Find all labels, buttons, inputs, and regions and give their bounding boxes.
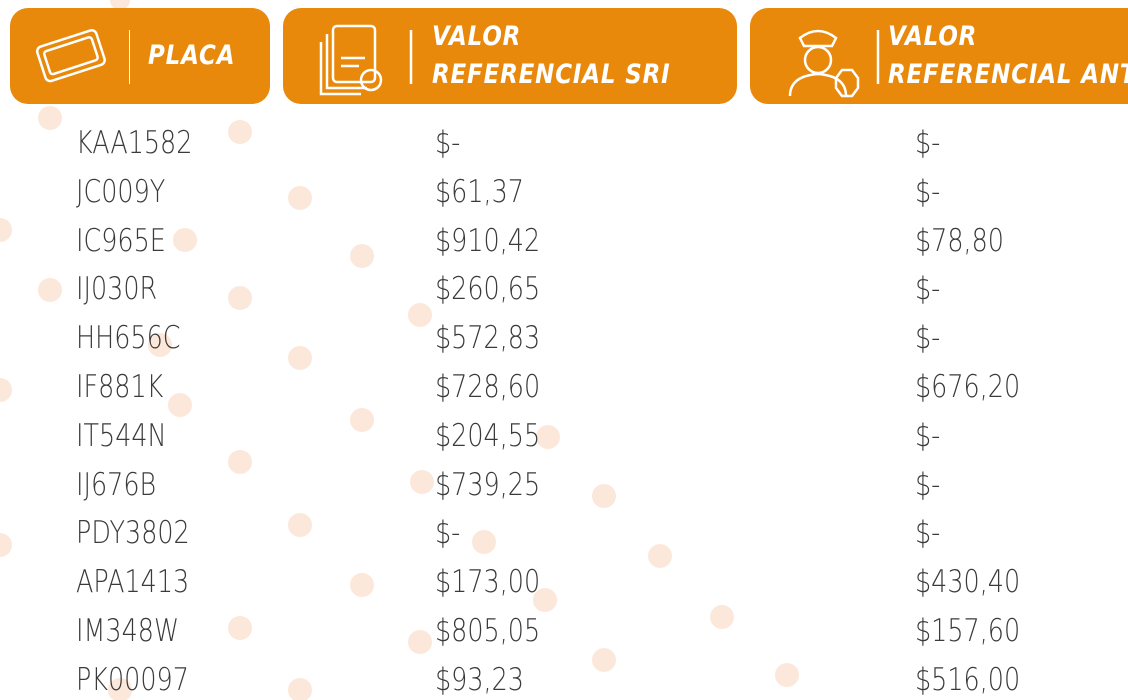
header-pill xyxy=(750,8,1128,104)
cell: IT544N xyxy=(76,417,167,454)
cell: $430,40 xyxy=(915,564,1021,601)
cell: $805,05 xyxy=(435,613,541,649)
cell: $173,00 xyxy=(435,564,541,601)
cell: $- xyxy=(915,515,941,552)
cell: $- xyxy=(915,271,941,308)
cell: IC965E xyxy=(76,222,166,259)
document-icon xyxy=(319,24,413,96)
cell: PDY3802 xyxy=(76,515,190,552)
header-text: REFERENCIAL SRI xyxy=(432,59,671,90)
cell: PK00097 xyxy=(76,661,189,698)
cell: $910,42 xyxy=(435,222,541,259)
cell: JC009Y xyxy=(76,173,166,210)
header-text: VALOR xyxy=(432,21,522,52)
cell: IF881K xyxy=(76,369,164,405)
cell: $- xyxy=(915,417,941,454)
cell: $260,65 xyxy=(435,271,541,308)
header-pill xyxy=(10,8,270,104)
cell: APA1413 xyxy=(76,564,190,601)
cell: $739,25 xyxy=(435,466,541,503)
cell: $61,37 xyxy=(435,173,524,210)
cell: $728,60 xyxy=(435,369,541,405)
cell: $204,55 xyxy=(435,417,541,454)
plate-icon xyxy=(35,29,130,84)
cell: $78,80 xyxy=(915,222,1004,259)
cell: $- xyxy=(915,320,941,357)
cell: $157,60 xyxy=(915,613,1021,649)
header-pill xyxy=(283,8,737,104)
cell: KAA1582 xyxy=(76,125,193,161)
cell: $- xyxy=(915,125,941,161)
cell: $93,23 xyxy=(435,661,524,698)
cell: $516,00 xyxy=(915,661,1021,698)
cell: $- xyxy=(915,466,941,503)
cell: $676,20 xyxy=(915,369,1021,405)
cell: $- xyxy=(435,515,461,552)
cell: IJ676B xyxy=(76,466,157,503)
header-text: REFERENCIAL ANT xyxy=(888,59,1128,90)
cell: IM348W xyxy=(76,613,180,649)
cell: $- xyxy=(435,125,461,161)
cell: HH656C xyxy=(76,320,181,357)
officer-icon xyxy=(788,29,880,98)
header-text: PLACA xyxy=(148,40,236,71)
header-text: VALOR xyxy=(888,21,978,52)
cell: $- xyxy=(915,173,941,210)
cell: IJ030R xyxy=(76,271,158,308)
cell: $572,83 xyxy=(435,320,541,357)
